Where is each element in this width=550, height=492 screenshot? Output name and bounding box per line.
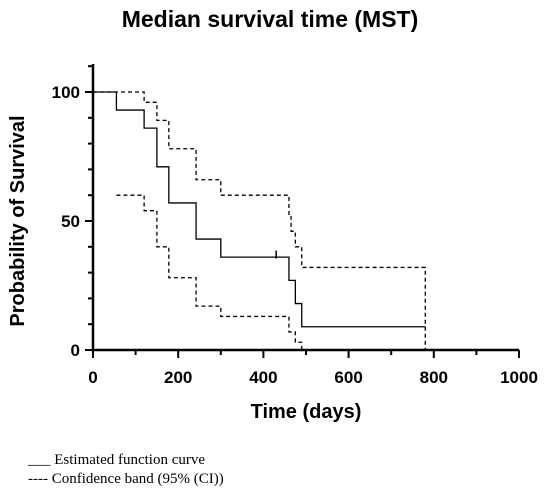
confidence-band-curve: [116, 194, 426, 351]
legend-solid: ___ Estimated function curve: [28, 452, 205, 469]
legend-dashed-swatch: ----: [28, 471, 52, 487]
curves: [93, 91, 426, 351]
legend-dashed-label: Confidence band (95% (CI)): [51, 471, 224, 487]
x-tick-label: 800: [420, 368, 448, 387]
x-tick-label: 400: [249, 368, 277, 387]
legend-solid-label: Estimated function curve: [54, 452, 206, 468]
y-tick-label: 50: [61, 212, 80, 231]
y-tick-label: 0: [71, 341, 80, 360]
x-axis-label: Time (days): [251, 401, 362, 423]
estimated-curve: [93, 91, 426, 328]
y-axis-label: Probability of Survival: [7, 115, 29, 326]
x-tick-label: 600: [334, 368, 362, 387]
y-tick-label: 100: [52, 83, 80, 102]
legend-solid-swatch: ___: [28, 452, 55, 468]
confidence-band-curve: [93, 91, 426, 350]
axes: 0 200 400 600 800 1000 0 50 100: [52, 64, 538, 387]
x-tick-label: 1000: [500, 368, 538, 387]
chart-title: Median survival time (MST): [122, 6, 419, 32]
x-tick-label: 200: [164, 368, 192, 387]
legend-dashed: ---- Confidence band (95% (CI)): [28, 471, 224, 488]
x-tick-label: 0: [88, 368, 97, 387]
